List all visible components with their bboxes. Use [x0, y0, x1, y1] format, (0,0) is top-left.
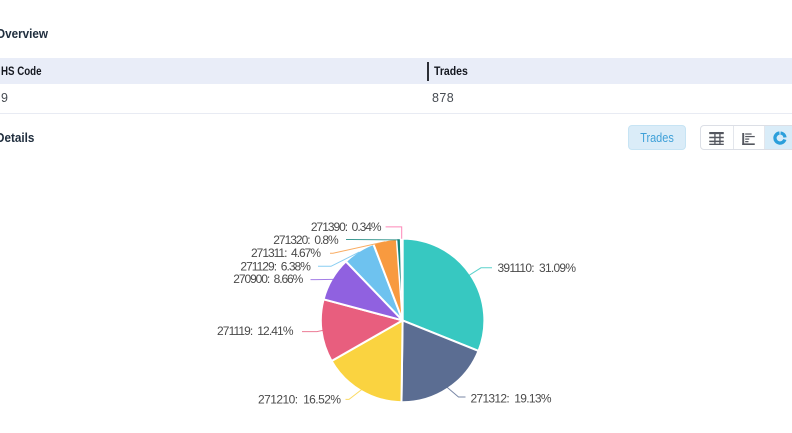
svg-text:271210: 16.52%: 271210: 16.52%	[258, 393, 341, 407]
svg-text:271312: 19.13%: 271312: 19.13%	[471, 391, 552, 405]
svg-text:270900: 8.66%: 270900: 8.66%	[233, 272, 303, 286]
svg-text:271119: 12.41%: 271119: 12.41%	[217, 324, 294, 338]
svg-text:271129: 6.38%: 271129: 6.38%	[240, 259, 311, 273]
svg-text:271390: 0.34%: 271390: 0.34%	[311, 220, 382, 234]
svg-text:271311: 4.67%: 271311: 4.67%	[251, 246, 321, 260]
svg-text:271320: 0.8%: 271320: 0.8%	[273, 233, 339, 247]
svg-text:391110: 31.09%: 391110: 31.09%	[498, 261, 577, 275]
